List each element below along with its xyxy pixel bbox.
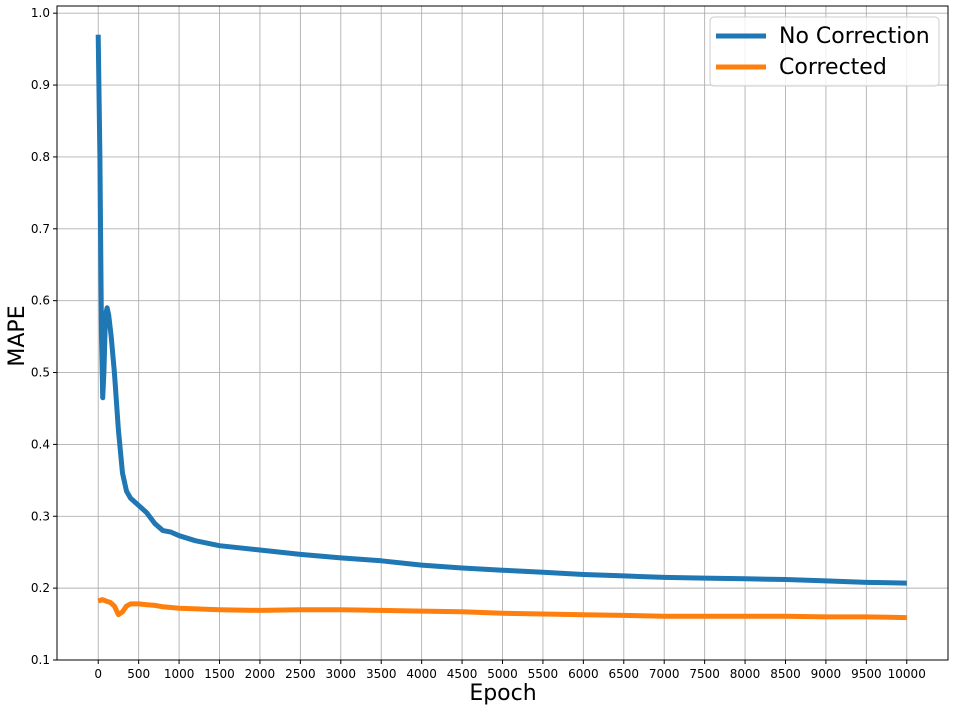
y-tick-label: 0.8 [31,150,50,164]
legend-box [709,16,940,87]
x-tick-label: 9500 [851,667,882,681]
x-tick-label: 6500 [609,667,640,681]
legend: No Correction Corrected [709,16,940,87]
x-tick-label: 3000 [326,667,357,681]
x-tick-label: 7500 [689,667,720,681]
x-tick-label: 2500 [285,667,316,681]
x-tick-label: 6000 [568,667,599,681]
y-tick-label: 0.5 [31,366,50,380]
x-tick-label: 4500 [447,667,478,681]
y-tick-label: 0.4 [31,437,50,451]
x-tick-label: 500 [127,667,150,681]
y-tick-label: 0.6 [31,294,50,308]
y-tick-label: 0.9 [31,78,50,92]
x-tick-label: 5500 [528,667,559,681]
series-lines [95,34,907,621]
x-tick-label: 3500 [366,667,397,681]
x-axis-title: Epoch [469,681,536,706]
x-tick-label: 4000 [406,667,437,681]
legend-label-no-correction: No Correction [779,24,930,49]
x-tick-label: 5000 [487,667,518,681]
y-axis-title: MAPE [5,305,30,366]
x-tick-label: 10000 [888,667,926,681]
y-tick-label: 0.2 [31,581,50,595]
legend-label-corrected: Corrected [779,55,887,80]
y-tick-label: 1.0 [31,6,50,20]
series-line-corrected [97,597,907,621]
x-tick-label: 9000 [811,667,842,681]
x-tick-label: 7000 [649,667,680,681]
x-tick-label: 2000 [245,667,276,681]
y-tick-label: 0.7 [31,222,50,236]
x-tick-label: 1000 [164,667,195,681]
x-tick-label: 1500 [204,667,235,681]
series-line-no-correction [95,34,907,586]
x-tick-label: 8000 [730,667,761,681]
axis-ticks: 0 500 1000 1500 2000 2500 3000 3500 4000 4500 5000… [31,6,926,681]
plot-frame [56,5,949,661]
y-tick-label: 0.1 [31,653,50,667]
y-tick-label: 0.3 [31,509,50,523]
x-tick-label: 0 [94,667,102,681]
x-tick-label: 8500 [770,667,801,681]
